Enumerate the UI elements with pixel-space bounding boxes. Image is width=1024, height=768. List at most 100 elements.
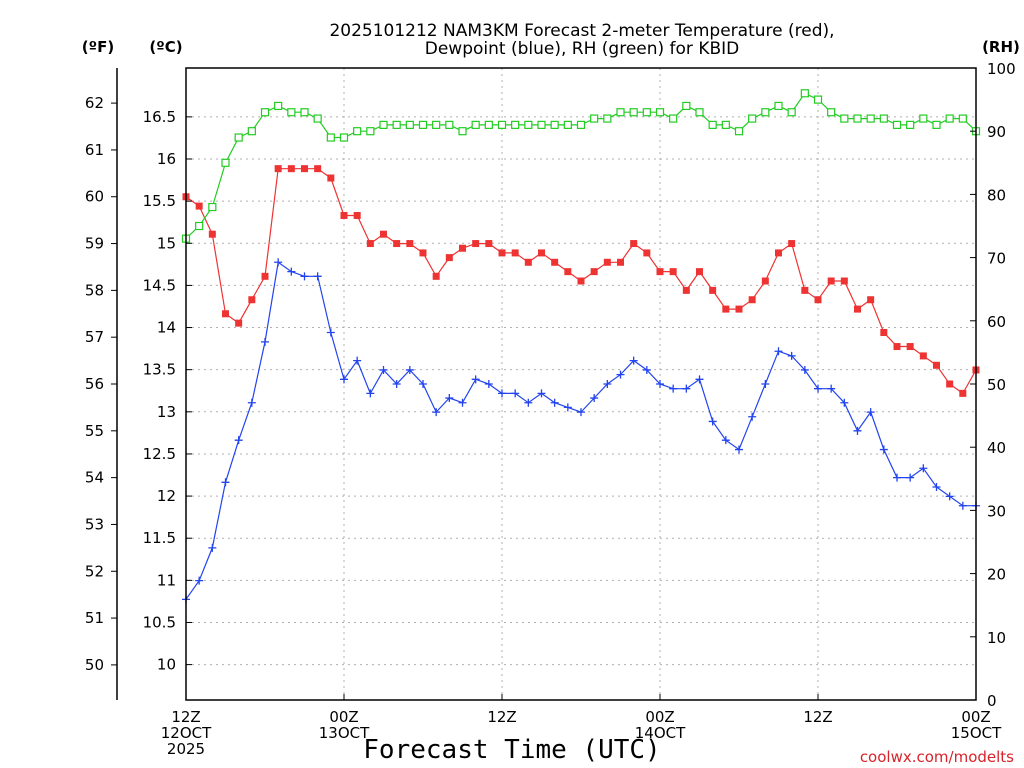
- data-point-temperature: [445, 254, 453, 262]
- fahrenheit-tick-label: 55: [85, 422, 104, 440]
- time-tick-label: 12Z: [487, 708, 516, 726]
- fahrenheit-tick-label: 51: [85, 609, 104, 627]
- data-point-rh: [748, 114, 757, 123]
- data-point-temperature: [959, 389, 967, 397]
- rh-tick-label: 30: [987, 502, 1006, 520]
- data-point-rh: [339, 133, 349, 142]
- data-point-rh: [234, 133, 243, 142]
- celsius-tick-label: 12: [157, 487, 176, 505]
- data-point-rh: [445, 120, 454, 129]
- data-point-dewpoint: [603, 380, 612, 388]
- plot-frame: [185, 67, 977, 701]
- gridlines: [186, 68, 976, 700]
- data-point-rh: [221, 158, 230, 167]
- data-point-temperature: [366, 240, 374, 248]
- site-credit: coolwx.com/modelts: [860, 748, 1014, 766]
- data-point-rh: [655, 108, 665, 117]
- data-point-temperature: [406, 240, 414, 248]
- data-point-temperature: [669, 268, 677, 276]
- data-point-temperature: [919, 352, 927, 360]
- series-open-square: [181, 89, 981, 243]
- data-point-dewpoint: [853, 426, 862, 435]
- data-point-dewpoint: [300, 272, 309, 281]
- data-point-rh: [208, 202, 217, 212]
- data-point-rh: [195, 221, 204, 231]
- celsius-tick-label: 16: [157, 150, 176, 168]
- data-point-temperature: [656, 268, 664, 276]
- data-point-rh: [787, 108, 796, 117]
- data-point-rh: [524, 120, 533, 129]
- fahrenheit-unit-label: (ºF): [82, 38, 114, 56]
- data-point-temperature: [551, 258, 559, 266]
- fahrenheit-tick-label: 58: [85, 281, 104, 299]
- fahrenheit-tick-label: 57: [85, 328, 104, 346]
- fahrenheit-tick-label: 62: [85, 94, 104, 112]
- celsius-tick-label: 11: [157, 571, 176, 589]
- data-point-dewpoint: [669, 384, 678, 393]
- data-point-temperature: [459, 244, 466, 252]
- data-point-dewpoint: [840, 398, 849, 407]
- data-point-temperature: [485, 240, 493, 248]
- data-point-dewpoint: [340, 375, 348, 384]
- data-point-dewpoint: [353, 356, 362, 365]
- data-point-temperature: [301, 165, 308, 173]
- rh-tick-label: 100: [987, 60, 1016, 78]
- data-point-rh: [287, 108, 296, 117]
- data-point-dewpoint: [906, 473, 915, 482]
- celsius-tick-label: 10.5: [143, 613, 176, 631]
- data-point-rh: [958, 114, 967, 123]
- fahrenheit-tick-label: 53: [85, 515, 104, 533]
- data-point-dewpoint: [432, 408, 441, 417]
- data-point-temperature: [472, 240, 480, 248]
- data-point-rh: [945, 114, 954, 123]
- data-point-rh: [695, 108, 704, 117]
- data-point-dewpoint: [550, 398, 559, 407]
- data-point-temperature: [906, 343, 914, 351]
- data-point-temperature: [880, 329, 888, 337]
- data-point-temperature: [287, 165, 295, 173]
- celsius-tick-label: 16.5: [143, 108, 176, 126]
- data-point-temperature: [867, 296, 875, 304]
- fahrenheit-tick-label: 59: [85, 235, 104, 253]
- data-point-rh: [603, 114, 612, 123]
- data-point-dewpoint: [721, 436, 730, 445]
- data-point-dewpoint: [458, 398, 467, 407]
- data-point-dewpoint: [195, 576, 204, 585]
- data-point-dewpoint: [537, 389, 546, 398]
- data-point-temperature: [617, 258, 624, 266]
- data-point-dewpoint: [392, 380, 401, 388]
- data-point-dewpoint: [919, 464, 928, 473]
- data-point-dewpoint: [577, 408, 585, 417]
- data-point-dewpoint: [787, 351, 796, 360]
- data-point-temperature: [840, 277, 848, 285]
- rh-tick-label: 40: [987, 439, 1006, 457]
- celsius-tick-label: 10: [157, 656, 176, 674]
- data-point-rh: [366, 127, 375, 136]
- data-point-dewpoint: [379, 365, 388, 374]
- data-point-dewpoint: [748, 412, 757, 421]
- data-point-rh: [919, 114, 928, 123]
- data-point-dewpoint: [629, 356, 638, 365]
- data-point-temperature: [722, 305, 730, 313]
- data-point-rh: [866, 114, 875, 123]
- data-point-temperature: [643, 249, 651, 257]
- data-point-rh: [353, 127, 362, 136]
- data-point-rh: [550, 120, 559, 129]
- data-point-rh: [247, 127, 256, 136]
- fahrenheit-tick-label: 54: [85, 469, 104, 487]
- data-point-dewpoint: [484, 380, 493, 388]
- celsius-unit-label: (ºC): [149, 38, 182, 56]
- celsius-tick-label: 13.5: [143, 361, 176, 379]
- rh-tick-label: 0: [987, 692, 997, 710]
- time-tick-label: 12Z: [803, 708, 832, 726]
- data-point-rh: [274, 101, 283, 111]
- data-point-dewpoint: [234, 436, 243, 445]
- celsius-tick-label: 12.5: [143, 445, 176, 463]
- rh-tick-label: 50: [987, 376, 1006, 394]
- data-point-temperature: [274, 165, 282, 173]
- rh-tick-label: 10: [987, 629, 1006, 647]
- data-point-rh: [813, 95, 823, 104]
- fahrenheit-tick-label: 52: [85, 562, 104, 580]
- data-point-dewpoint: [735, 445, 743, 454]
